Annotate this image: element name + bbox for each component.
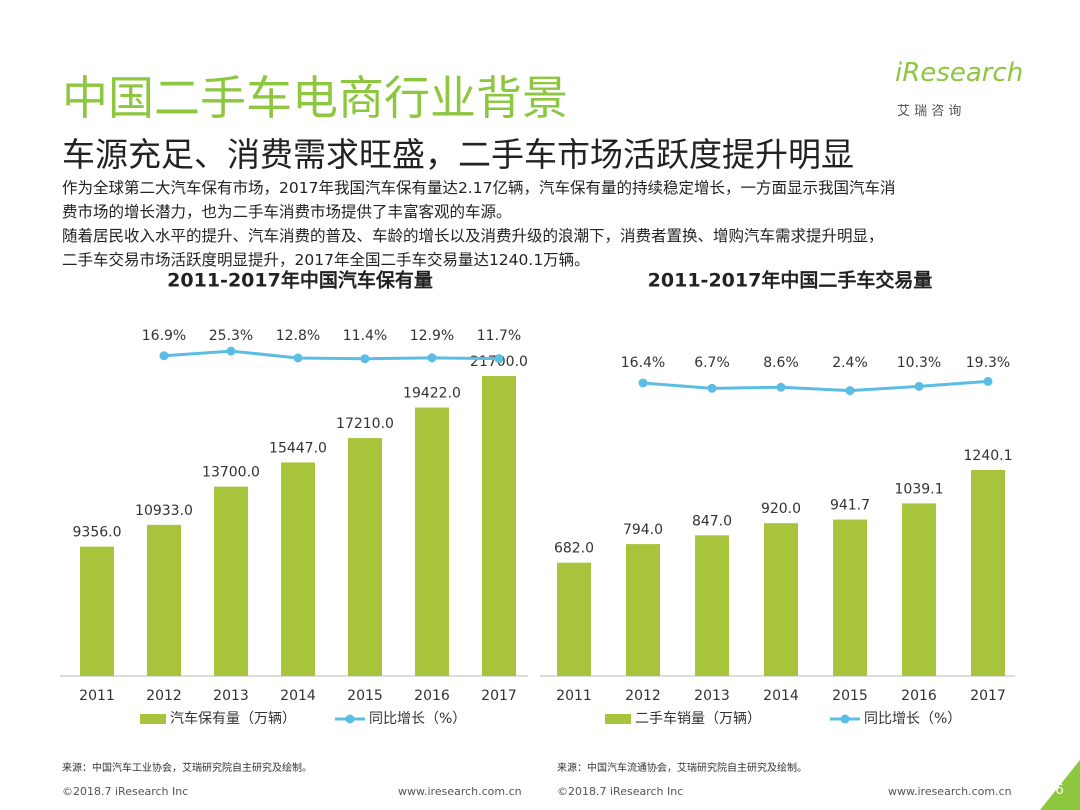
data-label: 794.0 <box>623 522 663 538</box>
line-marker <box>707 383 717 393</box>
body-line: 费市场的增长潜力，也为二手车消费市场提供了丰富客观的车源。 <box>62 203 512 221</box>
bar <box>348 438 382 676</box>
copyright: ©2018.7 iResearch Inc <box>557 785 684 798</box>
x-tick-label: 2011 <box>79 688 115 704</box>
data-label: 12.9% <box>410 328 454 344</box>
body-line: 作为全球第二大汽车保有市场，2017年我国汽车保有量达2.17亿辆，汽车保有量的… <box>62 179 896 197</box>
body-line: 二手车交易市场活跃度明显提升，2017年全国二手车交易量达1240.1万辆。 <box>62 251 590 269</box>
line <box>642 379 989 393</box>
data-label: 15447.0 <box>269 440 327 456</box>
data-label: 941.7 <box>830 498 870 514</box>
copyright: ©2018.7 iResearch Inc <box>62 785 189 798</box>
data-label: 10933.0 <box>135 503 193 519</box>
data-label: 19.3% <box>966 355 1010 371</box>
bar <box>557 562 591 676</box>
bar <box>415 407 449 676</box>
source: 来源：中国汽车流通协会，艾瑞研究院自主研究及绘制。 <box>557 763 807 774</box>
data-label: 920.0 <box>761 501 801 517</box>
page-subtitle: 车源充足、消费需求旺盛，二手车市场活跃度提升明显 <box>62 135 854 174</box>
legend-swatch <box>605 714 631 724</box>
page-number: 6 <box>1055 782 1064 798</box>
data-label: 9356.0 <box>73 525 122 541</box>
bar <box>482 376 516 676</box>
x-tick-label: 2013 <box>694 688 730 704</box>
data-label: 2.4% <box>832 355 868 371</box>
website: www.iresearch.com.cn <box>888 785 1012 798</box>
x-tick-label: 2014 <box>280 688 316 704</box>
line-marker <box>293 353 303 363</box>
data-label: 12.8% <box>276 328 320 344</box>
website: www.iresearch.com.cn <box>398 785 522 798</box>
line-marker <box>638 378 648 388</box>
data-label: 1240.1 <box>964 448 1013 464</box>
corner-decoration <box>1040 760 1080 810</box>
legend-swatch <box>140 714 166 724</box>
bar <box>695 535 729 676</box>
logo-sub: 艾 瑞 咨 询 <box>897 104 962 119</box>
x-tick-label: 2011 <box>556 688 592 704</box>
line-marker <box>776 382 786 392</box>
legend-label: 同比增长（%） <box>369 711 466 727</box>
data-label: 10.3% <box>897 355 941 371</box>
line-marker <box>983 376 993 386</box>
line-marker <box>360 354 370 364</box>
line <box>163 349 500 361</box>
x-tick-label: 2012 <box>146 688 182 704</box>
data-label: 1039.1 <box>895 481 944 497</box>
chart-title: 2011-2017年中国汽车保有量 <box>167 269 433 292</box>
line-marker <box>226 346 236 356</box>
data-label: 8.6% <box>763 355 799 371</box>
data-label: 11.4% <box>343 328 387 344</box>
logo: iResearch <box>895 58 1024 88</box>
data-label: 25.3% <box>209 328 253 344</box>
data-label: 847.0 <box>692 513 732 529</box>
x-tick-label: 2016 <box>414 688 450 704</box>
legend-label: 同比增长（%） <box>864 711 961 727</box>
bar <box>764 523 798 676</box>
bar <box>147 524 181 676</box>
body-line: 随着居民收入水平的提升、汽车消费的普及、车龄的增长以及消费升级的浪潮下，消费者置… <box>62 227 884 245</box>
source: 来源：中国汽车工业协会，艾瑞研究院自主研究及绘制。 <box>62 763 312 774</box>
x-tick-label: 2017 <box>970 688 1006 704</box>
x-tick-label: 2017 <box>481 688 517 704</box>
bar <box>626 544 660 676</box>
bar <box>214 486 248 676</box>
line-marker <box>845 386 855 396</box>
page-title: 中国二手车电商行业背景 <box>62 71 568 125</box>
data-label: 19422.0 <box>403 385 461 401</box>
legend-swatch <box>345 714 355 724</box>
line-marker <box>159 351 169 361</box>
data-label: 16.9% <box>142 328 186 344</box>
x-tick-label: 2015 <box>347 688 383 704</box>
chart-title: 2011-2017年中国二手车交易量 <box>648 269 933 292</box>
bar <box>971 470 1005 676</box>
x-tick-label: 2012 <box>625 688 661 704</box>
x-tick-label: 2013 <box>213 688 249 704</box>
data-label: 13700.0 <box>202 465 260 481</box>
data-label: 682.0 <box>554 541 594 557</box>
data-label: 11.7% <box>477 328 521 344</box>
line-marker <box>914 381 924 391</box>
legend-label: 二手车销量（万辆） <box>635 710 761 727</box>
body-text: 作为全球第二大汽车保有市场，2017年我国汽车保有量达2.17亿辆，汽车保有量的… <box>62 176 895 272</box>
line-marker <box>494 354 504 364</box>
bar <box>80 546 114 676</box>
legend-label: 汽车保有量（万辆） <box>170 710 296 727</box>
bar <box>281 462 315 676</box>
data-label: 17210.0 <box>336 416 394 432</box>
x-tick-label: 2016 <box>901 688 937 704</box>
bar <box>833 519 867 676</box>
data-label: 16.4% <box>621 355 665 371</box>
legend-swatch <box>840 714 850 724</box>
data-label: 6.7% <box>694 355 730 371</box>
line-marker <box>427 353 437 363</box>
bar <box>902 503 936 676</box>
x-tick-label: 2014 <box>763 688 799 704</box>
x-tick-label: 2015 <box>832 688 868 704</box>
